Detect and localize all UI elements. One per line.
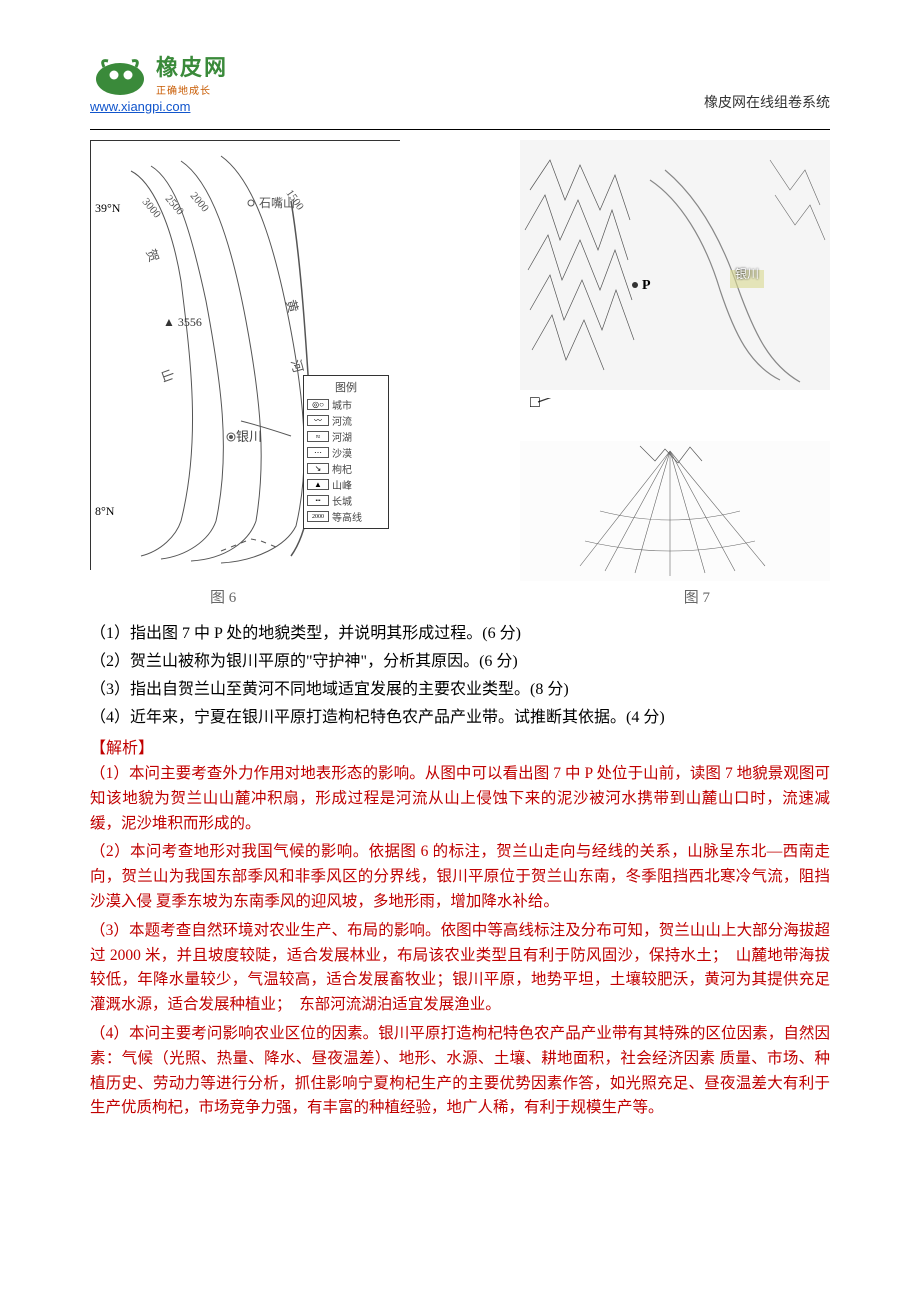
- legend-item: ◎○城市: [307, 397, 385, 412]
- question-1: （1）指出图 7 中 P 处的地貌类型，并说明其形成过程。(6 分): [90, 622, 830, 646]
- analysis-para-3: （3）本题考查自然环境对农业生产、布局的影响。依图中等高线标注及分布可知，贺兰山…: [90, 919, 830, 1018]
- logo-title: 橡皮网: [156, 50, 228, 82]
- figure-7-caption: 图 7: [684, 586, 710, 607]
- question-4: （4）近年来，宁夏在银川平原打造枸杞特色农产品产业带。试推断其依据。(4 分): [90, 706, 830, 730]
- question-3: （3）指出自贺兰山至黄河不同地域适宜发展的主要农业类型。(8 分): [90, 678, 830, 702]
- square-marker: □: [530, 394, 540, 412]
- legend-symbol: ◎○: [307, 399, 329, 410]
- legend-symbol: ⋯: [307, 447, 329, 458]
- figures-container: ▲ 3556 3000 2500 2000 1500 石嘴山 银川 黄 河 贺 …: [90, 140, 830, 581]
- yinchuan-label: 银川: [735, 265, 759, 282]
- figure-7-bottom: [520, 441, 830, 581]
- question-2: （2）贺兰山被称为银川平原的"守护神"，分析其原因。(6 分): [90, 650, 830, 674]
- legend-symbol: ▲: [307, 479, 329, 490]
- legend-label: 城市: [332, 397, 352, 412]
- legend-label: 枸杞: [332, 461, 352, 476]
- figure-7-connector: □: [520, 398, 830, 433]
- legend-symbol: 2000: [307, 511, 329, 522]
- legend-label: 等高线: [332, 509, 362, 524]
- analysis-para-4: （4）本问主要考问影响农业区位的因素。银川平原打造枸杞特色农产品产业带有其特殊的…: [90, 1022, 830, 1121]
- legend-title: 图例: [307, 379, 385, 395]
- p-marker: P: [642, 278, 651, 294]
- legend-item: ⋯沙漠: [307, 445, 385, 460]
- figure-captions: 图 6 图 7: [90, 586, 830, 607]
- legend-symbol: 〰: [307, 415, 329, 426]
- analysis-header: 【解析】: [90, 734, 830, 758]
- site-url-link[interactable]: www.xiangpi.com: [90, 99, 190, 114]
- svg-text:银川: 银川: [236, 429, 262, 444]
- logo-slogan: 正确地成长: [156, 82, 228, 97]
- map-legend: 图例 ◎○城市 〰河流 ≈河湖 ⋯沙漠 ↘枸杞 ▲山峰 ┅长城 2000等高线: [303, 375, 389, 529]
- logo-row: 橡皮网 正确地成长: [90, 50, 228, 97]
- legend-symbol: ┅: [307, 495, 329, 506]
- analysis-para-2: （2）本问考查地形对我国气候的影响。依据图 6 的标注，贺兰山走向与经线的关系，…: [90, 840, 830, 914]
- legend-item: ≈河湖: [307, 429, 385, 444]
- legend-label: 山峰: [332, 477, 352, 492]
- legend-item: 〰河流: [307, 413, 385, 428]
- figure-7: P 银川 □: [520, 140, 830, 581]
- analysis-para-1: （1）本问主要考查外力作用对地表形态的影响。从图中可以看出图 7 中 P 处位于…: [90, 762, 830, 836]
- figure-6: ▲ 3556 3000 2500 2000 1500 石嘴山 银川 黄 河 贺 …: [90, 140, 400, 570]
- figure-7-top-svg: [520, 140, 830, 390]
- figure-7-bottom-svg: [520, 441, 830, 581]
- logo-text: 橡皮网 正确地成长: [156, 50, 228, 97]
- page-header: 橡皮网 正确地成长 www.xiangpi.com 橡皮网在线组卷系统: [90, 50, 830, 114]
- legend-item: ▲山峰: [307, 477, 385, 492]
- legend-label: 沙漠: [332, 445, 352, 460]
- legend-item: ↘枸杞: [307, 461, 385, 476]
- legend-label: 河流: [332, 413, 352, 428]
- logo-icon: [90, 53, 150, 95]
- legend-symbol: ↘: [307, 463, 329, 474]
- svg-text:石嘴山: 石嘴山: [259, 196, 295, 210]
- figure-6-caption: 图 6: [210, 586, 236, 607]
- logo-block: 橡皮网 正确地成长 www.xiangpi.com: [90, 50, 228, 114]
- legend-item: ┅长城: [307, 493, 385, 508]
- legend-label: 长城: [332, 493, 352, 508]
- header-system-name: 橡皮网在线组卷系统: [704, 92, 830, 114]
- connector-line-svg: [520, 398, 830, 428]
- legend-item: 2000等高线: [307, 509, 385, 524]
- svg-text:▲ 3556: ▲ 3556: [163, 315, 202, 329]
- latitude-top: 39°N: [95, 201, 120, 216]
- latitude-bottom: 8°N: [95, 504, 114, 519]
- legend-label: 河湖: [332, 429, 352, 444]
- figure-7-top: P 银川: [520, 140, 830, 390]
- header-divider: [90, 129, 830, 130]
- legend-symbol: ≈: [307, 431, 329, 442]
